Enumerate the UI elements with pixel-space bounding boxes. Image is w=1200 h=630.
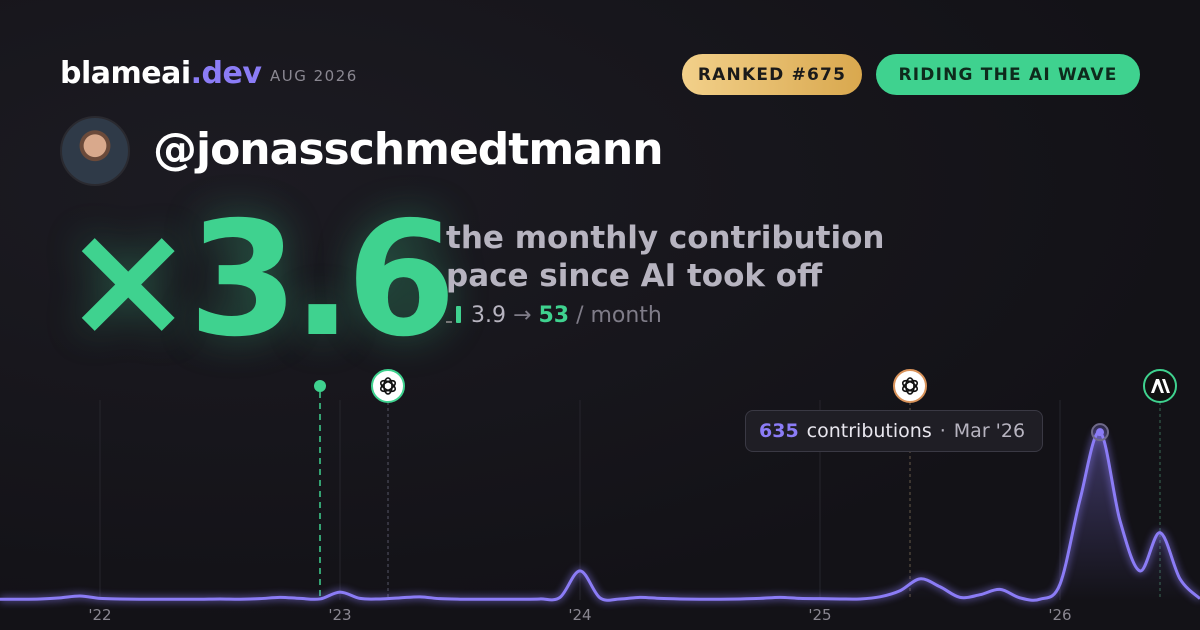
- tooltip: 635 contributions · Mar '26: [745, 410, 1043, 452]
- anthropic-icon: [1143, 369, 1177, 403]
- event-dot: [314, 380, 326, 392]
- rank-badge: RANKED #675: [682, 54, 862, 95]
- pace-unit: / month: [576, 303, 662, 328]
- brand-tld: .dev: [190, 56, 262, 91]
- x-tick-label: '25: [808, 606, 831, 624]
- status-badge: RIDING THE AI WAVE: [876, 54, 1140, 95]
- x-tick-label: '22: [88, 606, 111, 624]
- pace-stats: 3.9 → 53 / month: [446, 303, 662, 328]
- pace-icon: [446, 306, 461, 323]
- line: [0, 430, 1200, 602]
- area: [0, 431, 1200, 601]
- caption: the monthly contribution: [446, 220, 885, 256]
- x-tick-label: '24: [568, 606, 591, 624]
- pace-after: 53: [538, 303, 570, 328]
- brand: blameai.dev: [60, 56, 262, 91]
- events: [314, 369, 1177, 600]
- openai-icon: [893, 369, 927, 403]
- multiplier: ×3.6: [62, 188, 456, 372]
- x-tick-label: '23: [328, 606, 351, 624]
- handle: @jonasschmedtmann: [153, 124, 664, 175]
- x-tick-label: '26: [1048, 606, 1071, 624]
- openai-icon: [371, 369, 405, 403]
- pace-before: 3.9: [471, 303, 506, 328]
- avatar: [60, 116, 130, 186]
- tooltip-separator: ·: [939, 420, 946, 442]
- tooltip-value: 635: [759, 420, 799, 442]
- tooltip-label: contributions: [806, 420, 932, 442]
- peak-dot: [1096, 428, 1104, 437]
- brand-name: blameai: [60, 56, 191, 91]
- tooltip-date: Mar '26: [953, 420, 1026, 442]
- period: AUG 2026: [270, 67, 358, 85]
- caption: pace since AI took off: [446, 258, 823, 294]
- arrow: →: [513, 303, 532, 328]
